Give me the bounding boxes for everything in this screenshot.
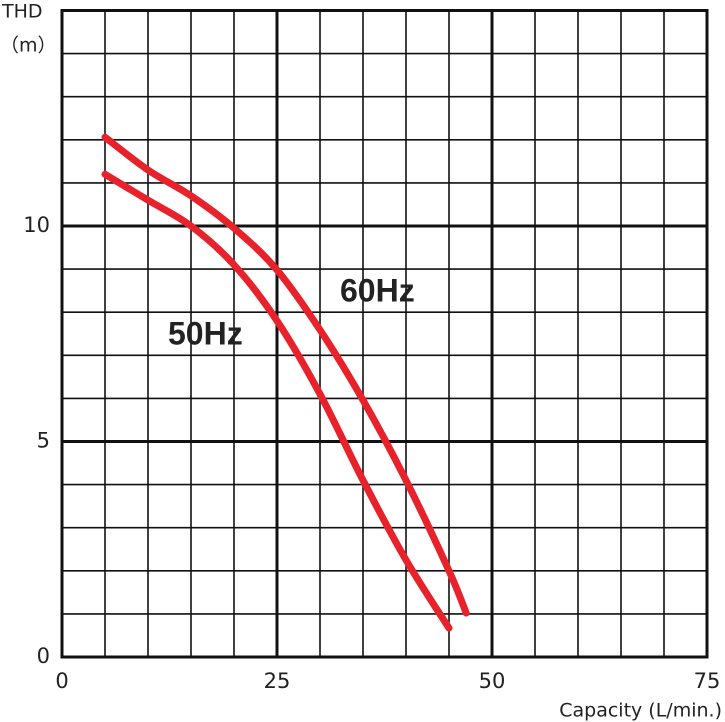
y-tick-label: 5 [37,429,50,453]
plot-frame [60,9,709,659]
x-tick-label: 0 [55,669,68,693]
y-tick-label: 0 [37,644,50,668]
y-axis-unit: （m） [0,35,57,57]
series-line [101,133,470,617]
x-tick-label: 75 [694,669,721,693]
x-tick-label: 50 [479,669,506,693]
x-tick-label: 25 [264,669,291,693]
series-line [101,170,453,632]
series-label: 50Hz [168,315,243,351]
y-tick-label: 10 [23,213,50,237]
x-axis-label: Capacity (L/min.) [559,700,722,722]
series-label: 60Hz [340,272,415,308]
y-axis-label: THD [1,1,43,23]
